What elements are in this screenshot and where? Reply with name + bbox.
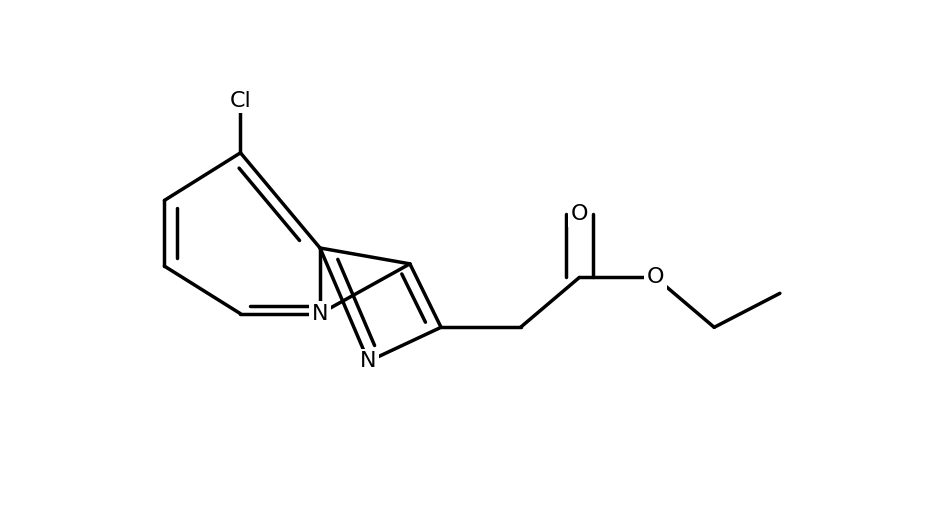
Text: O: O <box>646 267 664 287</box>
Text: O: O <box>570 204 588 224</box>
Text: N: N <box>311 304 328 324</box>
Text: N: N <box>360 351 376 371</box>
Text: Cl: Cl <box>229 91 251 111</box>
